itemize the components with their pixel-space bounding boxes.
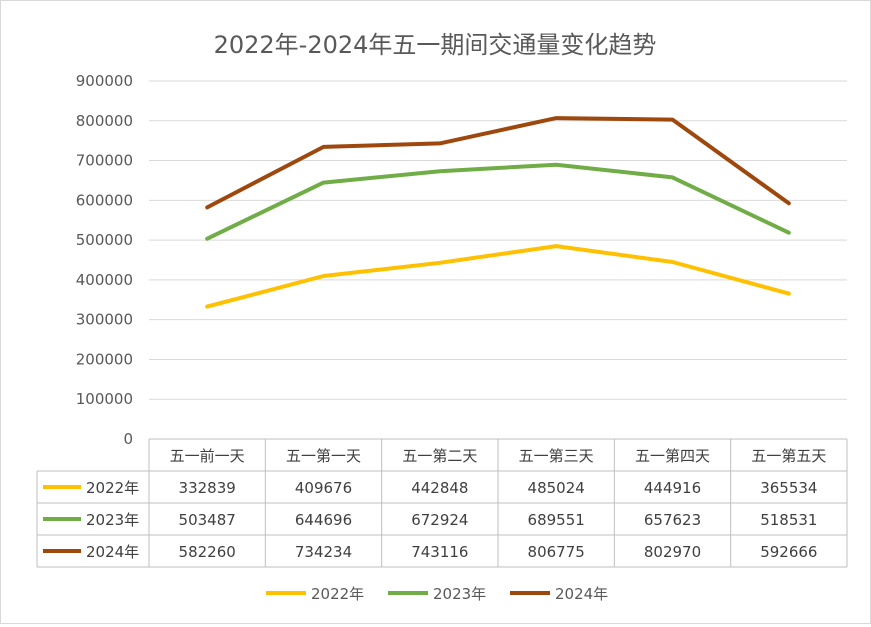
y-tick-label: 700000	[76, 152, 133, 170]
series-lines	[205, 116, 791, 309]
y-tick-label: 100000	[76, 390, 133, 408]
category-label: 五一第四天	[635, 447, 710, 465]
table-cell: 503487	[179, 511, 236, 529]
table-cell: 582260	[179, 543, 236, 561]
y-tick-label: 800000	[76, 112, 133, 130]
y-tick-label: 0	[123, 430, 133, 448]
table-cell: 444916	[644, 479, 701, 497]
table-series-name: 2022年	[86, 479, 139, 497]
table-cell: 672924	[411, 511, 468, 529]
table-cell: 802970	[644, 543, 701, 561]
table-cell: 743116	[411, 543, 468, 561]
table-cell: 332839	[179, 479, 236, 497]
chart-title: 2022年-2024年五一期间交通量变化趋势	[214, 31, 657, 59]
data-table: 五一前一天 五一第一天 五一第二天 五一第三天 五一第四天 五一第五天 2022年 33283…	[36, 438, 848, 568]
category-label: 五一第一天	[286, 447, 361, 465]
legend: 2022年 2023年 2024年	[266, 585, 608, 603]
y-tick-label: 300000	[76, 311, 133, 329]
table-series-name: 2024年	[86, 543, 139, 561]
legend-label: 2022年	[311, 585, 364, 603]
y-tick-label: 200000	[76, 350, 133, 368]
category-label: 五一第五天	[751, 447, 826, 465]
y-axis: 900000 800000 700000 600000 500000 400000 3000…	[76, 72, 133, 448]
y-tick-label: 900000	[76, 72, 133, 90]
table-cell: 644696	[295, 511, 352, 529]
legend-label: 2023年	[433, 585, 486, 603]
legend-label: 2024年	[555, 585, 608, 603]
table-cell: 518531	[760, 511, 817, 529]
table-cell: 734234	[295, 543, 352, 561]
category-label: 五一第三天	[519, 447, 594, 465]
table-cell: 442848	[411, 479, 468, 497]
category-label: 五一前一天	[170, 447, 245, 465]
table-cell: 806775	[528, 543, 585, 561]
series-line	[205, 162, 791, 241]
category-label: 五一第二天	[402, 447, 477, 465]
y-tick-label: 400000	[76, 271, 133, 289]
table-cell: 485024	[528, 479, 585, 497]
series-line	[205, 244, 791, 309]
y-tick-label: 500000	[76, 231, 133, 249]
table-cell: 657623	[644, 511, 701, 529]
gridlines	[149, 80, 847, 400]
y-tick-label: 600000	[76, 191, 133, 209]
series-line	[205, 116, 791, 210]
table-cell: 409676	[295, 479, 352, 497]
table-cell: 592666	[760, 543, 817, 561]
table-cell: 689551	[528, 511, 585, 529]
table-cell: 365534	[760, 479, 817, 497]
table-series-name: 2023年	[86, 511, 139, 529]
